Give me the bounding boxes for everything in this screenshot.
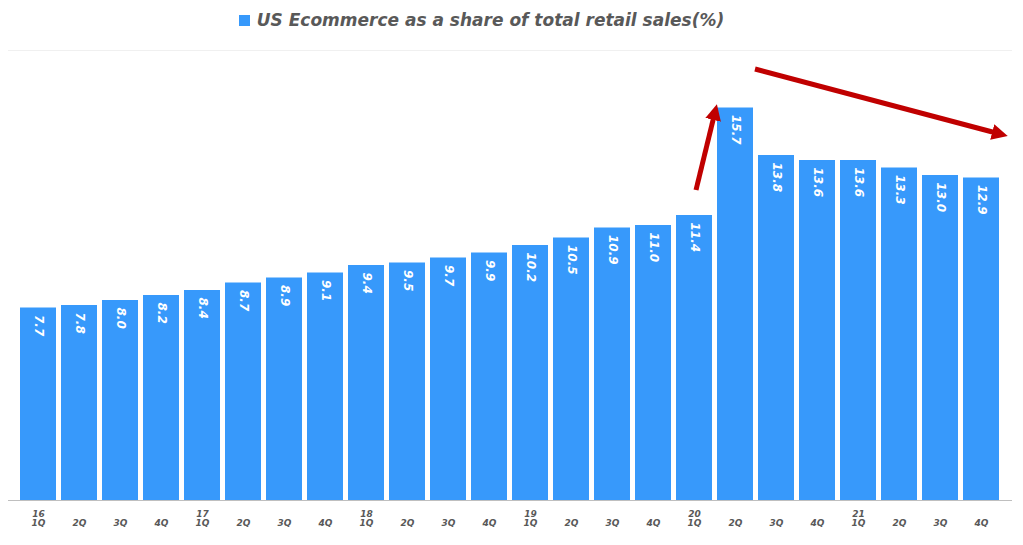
svg-text:13.0: 13.0 bbox=[934, 183, 948, 213]
svg-text:8.9: 8.9 bbox=[278, 285, 292, 306]
svg-text:191Q: 191Q bbox=[524, 509, 538, 528]
svg-text:3Q: 3Q bbox=[934, 518, 948, 528]
svg-text:4Q: 4Q bbox=[646, 518, 661, 528]
svg-text:4Q: 4Q bbox=[810, 518, 825, 528]
svg-text:3Q: 3Q bbox=[442, 518, 456, 528]
svg-text:7.7: 7.7 bbox=[32, 315, 46, 337]
html-text:US Ecommerce as a share of tot: US Ecommerce as a share of total retail … bbox=[256, 10, 725, 30]
svg-text:2Q: 2Q bbox=[237, 518, 251, 528]
svg-text:9.5: 9.5 bbox=[401, 270, 415, 291]
svg-text:8.0: 8.0 bbox=[114, 308, 128, 329]
svg-text:11.0: 11.0 bbox=[647, 233, 661, 263]
svg-text:8.2: 8.2 bbox=[155, 303, 169, 324]
svg-text:3Q: 3Q bbox=[114, 518, 128, 528]
svg-text:2Q: 2Q bbox=[401, 518, 415, 528]
svg-text:10.2: 10.2 bbox=[524, 253, 538, 283]
svg-text:10.5: 10.5 bbox=[565, 245, 579, 275]
svg-text:161Q: 161Q bbox=[32, 509, 46, 528]
svg-text:171Q: 171Q bbox=[196, 509, 210, 528]
svg-text:13.3: 13.3 bbox=[893, 175, 907, 205]
svg-text:8.4: 8.4 bbox=[196, 298, 210, 319]
svg-text:9.9: 9.9 bbox=[483, 260, 497, 281]
svg-text:211Q: 211Q bbox=[852, 509, 866, 528]
svg-text:2Q: 2Q bbox=[73, 518, 87, 528]
svg-text:4Q: 4Q bbox=[154, 518, 169, 528]
svg-text:3Q: 3Q bbox=[278, 518, 292, 528]
svg-text:15.7: 15.7 bbox=[729, 115, 743, 145]
svg-text:181Q: 181Q bbox=[360, 509, 374, 528]
svg-text:12.9: 12.9 bbox=[975, 185, 989, 215]
svg-text:11.4: 11.4 bbox=[688, 223, 702, 253]
svg-text:2Q: 2Q bbox=[893, 518, 907, 528]
svg-text:4Q: 4Q bbox=[974, 518, 989, 528]
svg-text:13.6: 13.6 bbox=[811, 168, 825, 198]
svg-text:9.4: 9.4 bbox=[360, 273, 374, 294]
svg-text:4Q: 4Q bbox=[482, 518, 497, 528]
svg-text:9.1: 9.1 bbox=[319, 280, 333, 301]
svg-text:201Q: 201Q bbox=[688, 509, 702, 528]
svg-text:8.7: 8.7 bbox=[237, 290, 251, 312]
svg-text:9.7: 9.7 bbox=[442, 265, 456, 287]
svg-text:7.8: 7.8 bbox=[73, 313, 87, 334]
svg-text:3Q: 3Q bbox=[770, 518, 784, 528]
svg-text:13.8: 13.8 bbox=[770, 163, 784, 193]
svg-text:4Q: 4Q bbox=[318, 518, 333, 528]
svg-text:2Q: 2Q bbox=[565, 518, 579, 528]
svg-text:13.6: 13.6 bbox=[852, 168, 866, 198]
svg-text:2Q: 2Q bbox=[729, 518, 743, 528]
svg-text:10.9: 10.9 bbox=[606, 235, 620, 265]
svg-text:3Q: 3Q bbox=[606, 518, 620, 528]
